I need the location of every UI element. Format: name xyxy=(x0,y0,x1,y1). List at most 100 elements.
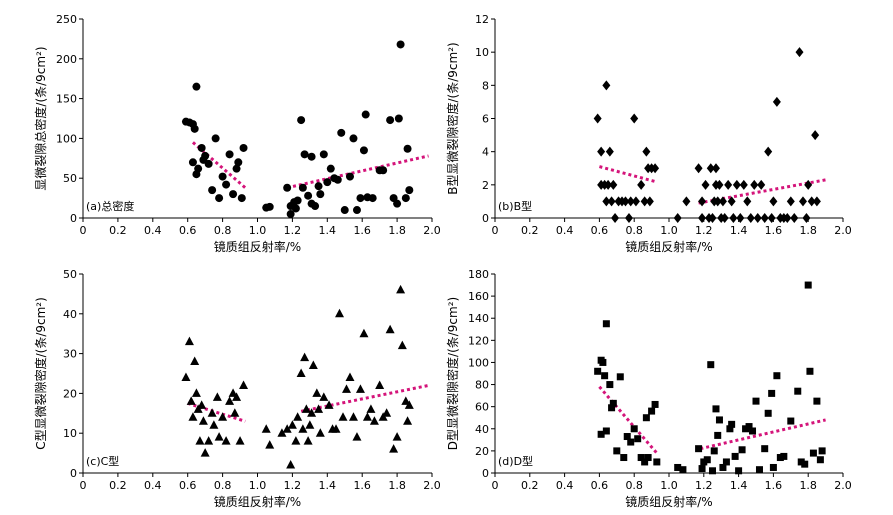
data-point xyxy=(706,163,715,174)
y-tick-label: 10 xyxy=(63,427,77,440)
data-point xyxy=(190,124,199,133)
data-point xyxy=(637,454,645,462)
y-tick-label: 200 xyxy=(56,53,77,66)
data-point xyxy=(613,447,621,455)
data-point xyxy=(396,40,405,49)
data-point xyxy=(298,424,308,433)
data-point xyxy=(812,196,821,207)
data-point xyxy=(764,146,773,157)
data-point xyxy=(640,196,649,207)
data-point xyxy=(722,458,730,466)
x-tick-label: 0.8 xyxy=(625,224,643,237)
y-axis-title: C型显微裂隙密度/(条/9cm²) xyxy=(33,297,48,450)
data-point xyxy=(237,194,246,203)
y-tick-label: 40 xyxy=(475,423,489,436)
x-tick-label: 1.8 xyxy=(799,224,817,237)
data-point xyxy=(755,466,763,474)
y-tick-label: 140 xyxy=(468,312,489,325)
data-point xyxy=(235,436,245,445)
y-tick-label: 60 xyxy=(475,401,489,414)
data-point xyxy=(783,213,792,223)
data-point xyxy=(627,438,635,446)
data-point xyxy=(616,373,624,381)
y-tick-label: 0 xyxy=(482,212,489,225)
data-point xyxy=(297,116,306,125)
data-point xyxy=(201,151,210,160)
data-point xyxy=(277,428,287,437)
x-tick-label: 2.0 xyxy=(423,479,441,492)
y-tick-label: 120 xyxy=(468,334,489,347)
data-point xyxy=(392,432,402,441)
data-point xyxy=(682,196,691,207)
data-point xyxy=(397,340,407,350)
panel-label: (c)C型 xyxy=(86,454,119,468)
data-point xyxy=(396,284,406,294)
data-point xyxy=(382,408,392,417)
data-point xyxy=(208,186,217,195)
data-point xyxy=(708,213,717,223)
data-point xyxy=(726,425,734,433)
data-point xyxy=(194,164,203,173)
x-tick-label: 0.6 xyxy=(591,224,609,237)
trend-line xyxy=(187,401,246,423)
data-point xyxy=(186,396,196,405)
data-point xyxy=(651,400,659,408)
data-point xyxy=(232,392,242,401)
x-axis-title: 镜质组反射率/% xyxy=(214,239,301,254)
panel-label: (a)总密度 xyxy=(86,199,134,213)
data-point xyxy=(303,436,313,445)
data-point xyxy=(727,196,736,207)
data-point xyxy=(361,110,370,119)
data-point xyxy=(804,179,813,190)
y-tick-label: 12 xyxy=(475,13,489,26)
data-point xyxy=(307,408,317,417)
data-point xyxy=(604,179,613,190)
data-point xyxy=(626,196,635,207)
data-point xyxy=(301,404,311,413)
data-point xyxy=(188,158,197,167)
data-point xyxy=(335,308,345,318)
x-tick-label: 0.4 xyxy=(556,479,574,492)
data-point xyxy=(738,446,746,454)
data-point xyxy=(352,432,362,441)
y-tick-label: 0 xyxy=(482,467,489,480)
data-point xyxy=(767,213,776,223)
data-point xyxy=(743,196,752,207)
x-axis-title: 镜质组反射率/% xyxy=(214,494,301,509)
data-point xyxy=(282,424,292,433)
data-point xyxy=(674,463,682,471)
data-point xyxy=(772,96,781,107)
data-point xyxy=(265,202,274,211)
data-point xyxy=(790,213,799,223)
x-tick-label: 0 xyxy=(492,479,499,492)
data-point xyxy=(731,452,739,460)
data-point xyxy=(720,213,729,223)
data-point xyxy=(620,454,628,462)
data-point xyxy=(804,281,812,289)
x-tick-label: 0 xyxy=(80,479,87,492)
x-tick-label: 1.2 xyxy=(695,224,713,237)
x-tick-label: 1.6 xyxy=(353,479,371,492)
x-tick-label: 0.8 xyxy=(214,479,232,492)
y-axis-title: 显微裂隙总密度/(条/9cm²) xyxy=(33,46,48,190)
trend-line xyxy=(300,383,429,413)
data-point xyxy=(234,158,243,167)
y-tick-label: 20 xyxy=(475,445,489,458)
data-point xyxy=(698,465,706,473)
data-point xyxy=(760,213,769,223)
data-point xyxy=(711,163,720,174)
data-point xyxy=(296,368,306,377)
data-point xyxy=(394,114,403,123)
data-point xyxy=(300,352,310,362)
data-point xyxy=(623,433,631,441)
y-tick-label: 4 xyxy=(482,146,489,159)
data-point xyxy=(261,424,271,433)
data-point xyxy=(630,113,639,124)
data-point xyxy=(298,183,307,192)
data-point xyxy=(293,412,303,421)
data-point xyxy=(393,199,402,208)
data-point xyxy=(787,417,795,425)
y-tick-label: 10 xyxy=(475,46,489,59)
data-point xyxy=(345,372,355,381)
x-tick-label: 0.2 xyxy=(521,224,539,237)
